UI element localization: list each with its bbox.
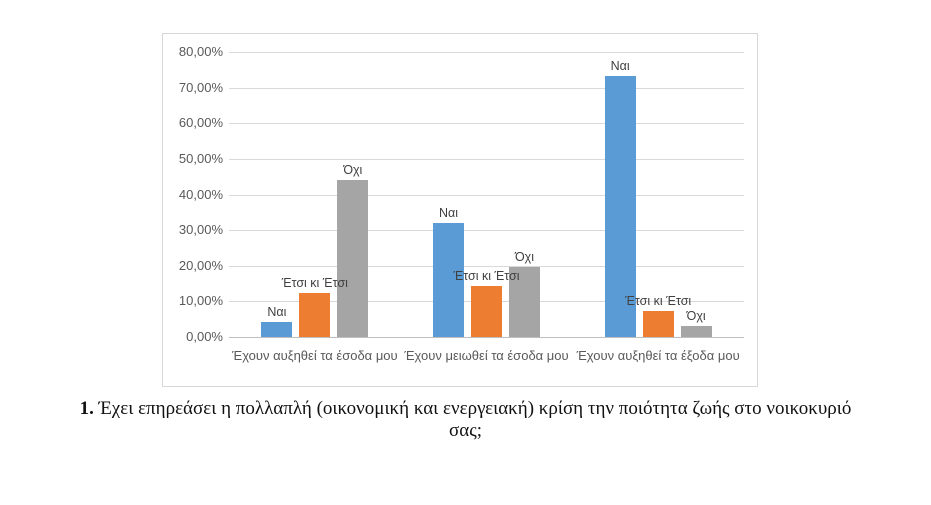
bar-Ναι-1 <box>261 321 293 337</box>
bar-chart: 80,00% 70,00% 60,00% 50,00% 40,00% 30,00% 20,0… <box>162 33 758 387</box>
y-axis-tick-label: 70,00% <box>178 79 223 95</box>
bar-label: Έτσι κι Έτσι <box>453 269 520 284</box>
gridline <box>229 123 744 125</box>
category-label: Έχουν αυξηθεί τα έσοδα μου <box>232 348 398 363</box>
gridline <box>229 87 744 89</box>
bar-label: Ναι <box>267 304 287 319</box>
bar-Έτσι κι Έτσι-1 <box>299 293 331 337</box>
gridline <box>229 265 744 267</box>
bar-label: Έτσι κι Έτσι <box>625 293 692 308</box>
category-label: Έχουν αυξηθεί τα έξοδα μου <box>576 348 740 363</box>
bar-Έτσι κι Έτσι-2 <box>471 286 502 337</box>
category-label: Έχουν μειωθεί τα έσοδα μου <box>404 348 569 363</box>
bar-Έτσι κι Έτσι-3 <box>642 310 674 337</box>
y-axis-tick-label: 80,00% <box>178 44 223 59</box>
y-axis-tick-label: 30,00% <box>178 222 223 238</box>
caption-number: 1. <box>79 398 94 419</box>
bar-Ναι-3 <box>604 75 636 337</box>
bar-label: Όχι <box>514 249 535 264</box>
gridline <box>229 194 744 196</box>
bar-label: Ναι <box>438 206 459 220</box>
bar-label: Έτσι κι Έτσι <box>281 276 348 291</box>
y-axis-tick-label: 20,00% <box>178 257 223 273</box>
figure-caption: 1. Έχει επηρεάσει η πολλαπλή (οικονομική… <box>71 398 861 442</box>
x-axis-line <box>229 337 744 338</box>
y-axis-tick-label: 0,00% <box>186 329 223 344</box>
y-axis-tick-label: 50,00% <box>178 150 223 166</box>
bar-Όχι-2 <box>509 266 540 337</box>
bar-label: Ναι <box>610 58 630 73</box>
bar-Όχι-1 <box>337 180 369 337</box>
gridline <box>229 158 744 160</box>
y-axis-tick-label: 40,00% <box>178 186 223 202</box>
gridline <box>229 52 744 53</box>
bar-Ναι-2 <box>433 223 464 337</box>
gridline <box>229 230 744 232</box>
caption-text: Έχει επηρεάσει η πολλαπλή (οικονομική κα… <box>93 398 852 441</box>
bar-Όχι-3 <box>680 326 712 337</box>
bar-label: Όχι <box>686 309 706 324</box>
y-axis-tick-label: 10,00% <box>178 293 223 309</box>
bar-label: Όχι <box>343 163 363 178</box>
y-axis-tick-label: 60,00% <box>178 115 223 131</box>
